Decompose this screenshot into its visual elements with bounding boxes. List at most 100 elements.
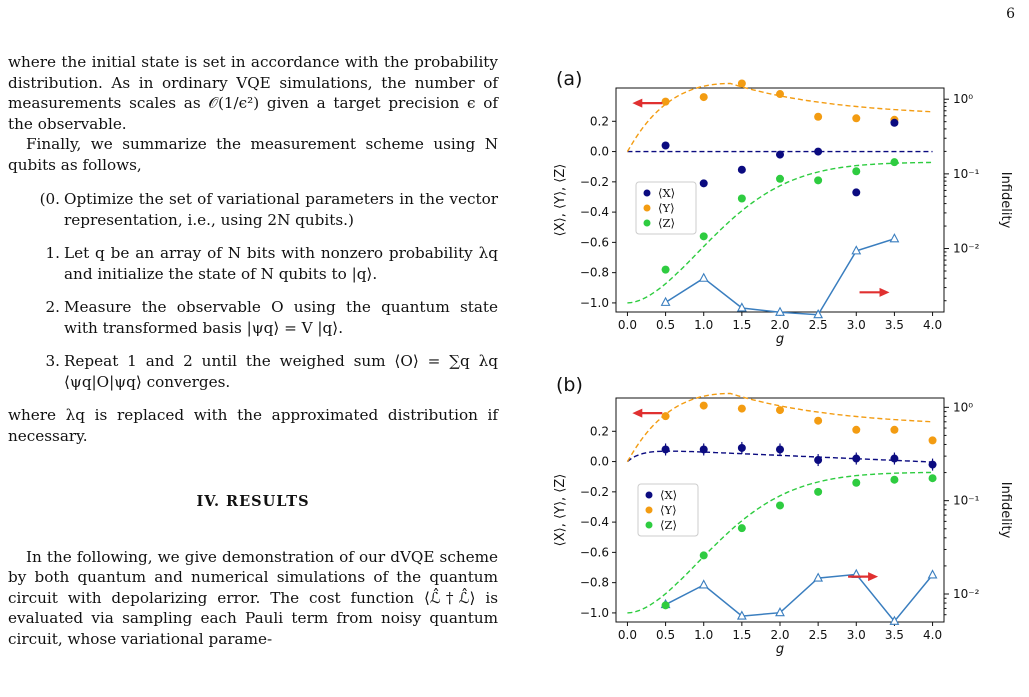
a-z-point <box>661 265 670 274</box>
b-y-point <box>928 436 937 445</box>
b-legend-marker <box>645 506 653 514</box>
a-x-point <box>661 141 670 150</box>
a-legend-marker <box>643 204 651 212</box>
b-z-point <box>852 478 861 487</box>
a-x-tick-label: 1.5 <box>732 318 751 332</box>
b-legend-label: ⟨Z⟩ <box>660 518 677 532</box>
b-y-tick-label: −0.4 <box>580 515 609 529</box>
b-y2-tick-label: 10⁻² <box>953 587 980 601</box>
b-y-point <box>814 416 823 425</box>
section-title: IV. RESULTS <box>196 493 310 510</box>
a-legend-box <box>635 181 697 235</box>
b-y-point <box>699 401 708 410</box>
a-x-axis-label: g <box>776 332 784 347</box>
b-z-theory-line <box>627 471 933 614</box>
paragraph-1: where the initial state is set in accord… <box>8 53 498 133</box>
b-y-theory-line <box>626 392 933 462</box>
b-x-tick-label: 3.5 <box>885 628 904 642</box>
a-infidelity-point <box>660 296 671 306</box>
step-1: 1. Let q be an array of N bits with nonze… <box>8 243 499 284</box>
a-z-point <box>814 176 823 185</box>
b-infidelity-point <box>927 569 938 579</box>
a-x-tick-label: 2.5 <box>809 318 828 332</box>
a-y-point <box>737 79 746 88</box>
a-x-tick-label: 0.5 <box>656 318 675 332</box>
b-z-point <box>661 601 670 610</box>
step-2: 2. Measure the observable O using the qua… <box>8 297 499 338</box>
a-infidelity-point <box>736 302 747 312</box>
a-y-tick-label: −1.0 <box>580 296 609 310</box>
a-x-point <box>890 118 899 127</box>
a-y2-tick-label: 10⁰ <box>953 92 973 106</box>
measurement-steps: (0. Optimize the set of variational param… <box>8 189 498 392</box>
b-arrow-head <box>868 572 879 582</box>
b-infidelity-line <box>665 573 934 623</box>
a-y-point <box>852 114 861 123</box>
b-y-tick-label: −1.0 <box>580 606 609 620</box>
b-z-point <box>699 551 708 560</box>
b-infidelity-point <box>660 598 671 609</box>
b-y2-tick-label: 10⁻¹ <box>953 494 980 508</box>
text-column: where the initial state is set in accord… <box>8 52 498 649</box>
a-x-tick-label: 1.0 <box>694 318 713 332</box>
a-y-point <box>699 93 708 102</box>
a-y-tick-label: −0.8 <box>580 266 609 280</box>
a-y-tick-label: 0.0 <box>590 145 609 159</box>
b-infidelity-point <box>813 572 824 582</box>
b-x-tick-label: 0.0 <box>618 628 637 642</box>
a-infidelity-line <box>665 238 895 316</box>
step-text: Optimize the set of variational paramete… <box>64 190 498 229</box>
b-x-point <box>928 460 937 469</box>
a-y-tick-label: 0.2 <box>590 114 609 128</box>
step-number: 1. <box>45 244 61 262</box>
b-x-point <box>852 454 861 463</box>
b-x-tick-label: 3.0 <box>847 628 866 642</box>
b-x-theory-line <box>626 450 933 463</box>
a-frame <box>615 87 945 313</box>
b-x-point <box>814 456 823 465</box>
page-number: 6 <box>1006 6 1015 22</box>
b-x-point <box>737 443 746 452</box>
b-z-point <box>814 487 823 496</box>
a-x-tick-label: 2.0 <box>770 318 789 332</box>
a-z-point <box>776 174 784 183</box>
step-number: (0. <box>39 190 60 208</box>
a-x-point <box>737 165 746 174</box>
b-y-tick-label: −0.2 <box>580 485 609 499</box>
a-y2-tick-label: 10⁻² <box>953 242 980 256</box>
a-y-tick-label: −0.6 <box>580 235 609 249</box>
a-arrow-head <box>879 287 890 297</box>
a-y-point <box>776 90 784 99</box>
a-legend-label: ⟨X⟩ <box>658 186 675 200</box>
b-x-point <box>776 445 784 454</box>
b-x-tick-label: 4.0 <box>923 628 942 642</box>
a-z-point <box>852 167 861 176</box>
a-x-point <box>852 188 861 197</box>
b-y-tick-label: 0.2 <box>590 424 609 438</box>
b-z-point <box>890 475 899 484</box>
a-z-point <box>699 232 708 241</box>
a-y2-axis-label: Infidelity <box>998 172 1013 229</box>
a-z-theory-line <box>627 161 933 304</box>
a-y-point <box>890 115 899 124</box>
b-y-point <box>661 412 670 421</box>
a-infidelity-point <box>889 233 900 243</box>
b-x-tick-label: 2.0 <box>770 628 789 642</box>
b-infidelity-point <box>736 610 747 620</box>
b-infidelity-point <box>698 579 709 589</box>
b-x-axis-label: g <box>776 642 784 657</box>
step-text: Let q be an array of N bits with nonzero… <box>64 244 498 283</box>
b-y-point <box>852 425 861 434</box>
a-z-point <box>737 194 746 203</box>
b-x-tick-label: 1.5 <box>732 628 751 642</box>
b-infidelity-point <box>775 607 785 617</box>
b-legend-label: ⟨Y⟩ <box>660 503 677 517</box>
a-y-tick-label: −0.2 <box>580 175 609 189</box>
a-legend-label: ⟨Z⟩ <box>658 216 675 230</box>
b-x-tick-label: 2.5 <box>809 628 828 642</box>
b-y-tick-label: −0.6 <box>580 545 609 559</box>
paragraph-2: Finally, we summarize the measurement sc… <box>8 135 498 174</box>
b-infidelity-point <box>889 615 900 625</box>
b-legend-label: ⟨X⟩ <box>660 488 677 502</box>
b-y-tick-label: −0.8 <box>580 576 609 590</box>
